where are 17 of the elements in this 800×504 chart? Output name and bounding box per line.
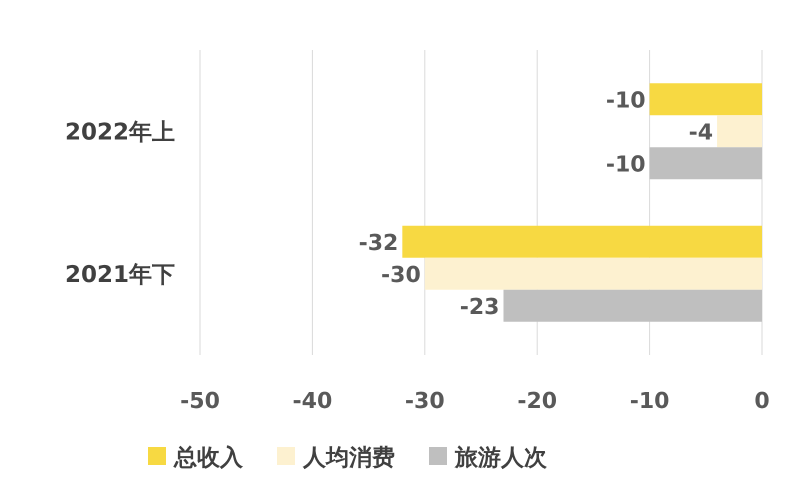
x-tick-label: -10 bbox=[630, 389, 670, 414]
legend-label: 人均消费 bbox=[302, 445, 395, 471]
x-tick-label: -40 bbox=[292, 389, 332, 414]
data-label: -4 bbox=[688, 120, 714, 146]
x-tick-label: 0 bbox=[754, 389, 770, 414]
y-tick-label: 2021年下 bbox=[64, 262, 175, 288]
x-tick-label: -20 bbox=[517, 389, 558, 414]
y-tick-label: 2022年上 bbox=[64, 119, 175, 146]
legend-label: 总收入 bbox=[173, 445, 244, 471]
legend-label: 旅游人次 bbox=[454, 445, 548, 471]
data-label: -30 bbox=[381, 262, 421, 288]
data-label: -23 bbox=[460, 294, 500, 320]
data-label: -10 bbox=[606, 88, 646, 114]
data-label: -10 bbox=[606, 152, 646, 178]
data-label: -32 bbox=[358, 230, 398, 256]
x-tick-label: -30 bbox=[404, 389, 445, 414]
x-tick-label: -50 bbox=[180, 389, 220, 414]
